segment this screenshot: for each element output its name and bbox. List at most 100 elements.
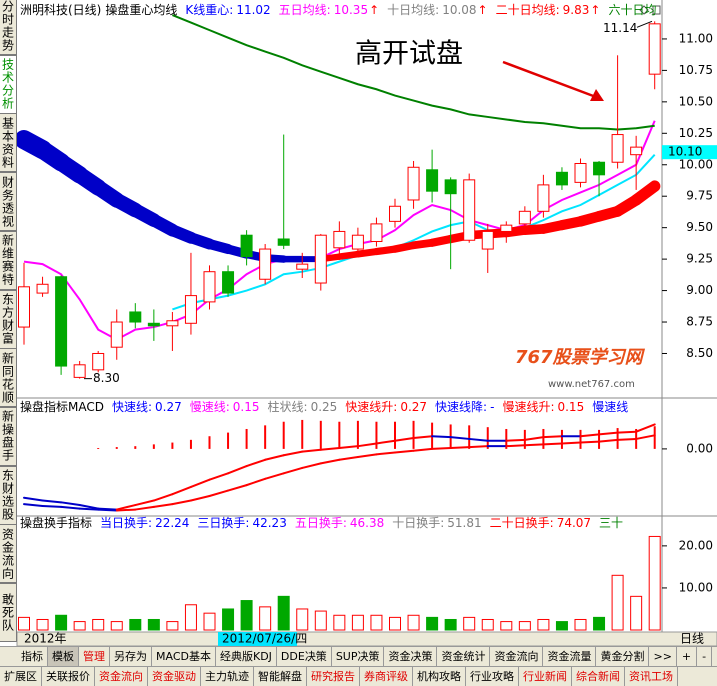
period-label: 日线 [680,632,704,646]
trend-segment [542,442,563,446]
toolbar-button[interactable]: 关联报价 [42,667,95,686]
candle-body [73,364,86,378]
sidebar-tab[interactable]: 基本资料 [0,113,17,173]
toolbar-button[interactable]: 智能解盘 [254,667,307,686]
legend-trend: ↑ [590,3,600,17]
toolbar-button[interactable]: 资金驱动 [148,667,201,686]
trend-segment [412,435,434,440]
trend-segment [431,435,452,439]
toolbar-button[interactable]: 主力轨迹 [201,667,254,686]
trend-segment [171,485,192,496]
toolbar-button[interactable]: 行业攻略 [466,667,519,686]
y-tick-label: 10.75 [679,63,713,77]
toolbar-button[interactable]: 另存为 [110,647,152,666]
candle-body [444,179,457,195]
sidebar-tab[interactable]: 新维赛特 [0,230,17,290]
trend-segment [630,180,661,206]
turnover-bar [222,608,235,631]
trend-segment [23,503,44,507]
legend-value: 0.15 [557,400,584,414]
sidebar-tab[interactable]: 东财选股 [0,465,17,525]
trend-segment [616,437,638,441]
sidebar-tab[interactable]: 财务透视 [0,172,17,232]
turnover-bar [370,614,383,631]
trend-segment [319,458,341,465]
y-tick-label: 10.00 [679,580,713,594]
trend-segment [375,439,396,445]
sidebar-tab[interactable]: 技术分析 [0,54,17,114]
candle-body [18,286,30,328]
toolbar-button[interactable]: 资金统计 [437,647,491,666]
legend-value: 51.81 [447,516,481,530]
toolbar-button[interactable]: 资金决策 [384,647,438,666]
trend-segment [78,507,100,511]
turnover-bar [296,608,309,631]
legend-name: 慢速线: [190,400,230,414]
toolbar-button[interactable]: 资金流量 [543,647,597,666]
legend-name: 当日换手: [100,516,152,530]
turnover-bar [593,616,606,631]
toolbar-button[interactable]: MACD基本 [152,647,216,666]
toolbar-button[interactable]: SUP决策 [332,647,385,666]
trend-segment [301,448,322,453]
candle-body [166,320,179,327]
toolbar-control[interactable]: - [697,647,713,666]
current-price-label: 10.10 [668,145,702,159]
trend-segment [412,447,434,452]
toolbar-button[interactable]: 资金流向 [95,667,148,686]
trend-segment [301,462,322,469]
toolbar-button[interactable]: 扩展区 [0,667,42,686]
turnover-bar [147,618,160,631]
date-year: 2012年 [24,632,67,646]
turnover-bar [389,616,401,631]
panel-title: 操盘换手指标 [20,515,92,530]
legend-value: - [490,400,494,414]
candle-body [203,271,216,303]
turnover-bar [648,535,661,631]
toolbar-button[interactable]: 经典版KDJ [216,647,277,666]
trend-segment [579,433,601,438]
trend-segment [394,449,415,454]
candle-body [333,230,346,249]
toolbar-button[interactable]: 券商评级 [360,667,413,686]
sidebar-tab[interactable]: 新操盘手 [0,406,17,466]
candle-body [277,238,290,246]
toolbar-button[interactable]: DDE决策 [277,647,332,666]
icon-square[interactable] [652,5,661,15]
toolbar-button[interactable]: 管理 [79,647,110,666]
icon-diamond[interactable] [639,5,649,15]
toolbar-button[interactable]: 综合新闻 [572,667,625,686]
toolbar-button[interactable]: 资金流向 [490,647,544,666]
legend-value: 74.07 [557,516,591,530]
annotation-arrowhead [590,89,604,101]
toolbar-button[interactable]: 指标 [17,647,48,666]
sidebar-tab[interactable]: 东方财富 [0,289,17,349]
toolbar-button[interactable]: 机构攻略 [413,667,466,686]
toolbar-button[interactable]: 研究报告 [307,667,360,686]
sidebar-tab[interactable]: 资金流向 [0,524,17,584]
toolbar-button[interactable]: 行业新闻 [519,667,572,686]
sidebar-tab[interactable]: 分时走势 [0,0,17,55]
candle-body [481,230,494,250]
toolbar-button[interactable]: 黄金分割 [596,647,650,666]
candle-body [500,224,513,232]
legend-trend: ↑ [478,3,488,17]
ma-line [172,14,655,131]
y-tick-label: 9.50 [686,220,713,234]
sidebar-tab[interactable]: 新同花顺 [0,348,17,408]
trend-segment [523,443,545,447]
turnover-bar [184,604,197,631]
candle-body [259,248,272,280]
candle-body [648,23,661,75]
trend-segment [338,456,359,461]
toolbar-button[interactable]: 模板 [48,647,79,666]
trend-segment [394,437,415,442]
legend-value: 46.38 [350,516,384,530]
toolbar-control[interactable]: + [677,647,698,666]
toolbar-button[interactable]: >> [649,647,677,666]
legend-name: 五日换手: [295,516,347,530]
sidebar-tab[interactable]: 敢死队 [0,583,17,642]
toolbar-button[interactable]: 资讯工场 [625,667,678,686]
sidebar: 分时走势 技术分析 基本资料 财务透视 新维赛特 东方财富 新同花顺 新操盘手 东财选股 资金流向… [0,0,17,646]
plot-group [17,14,661,379]
